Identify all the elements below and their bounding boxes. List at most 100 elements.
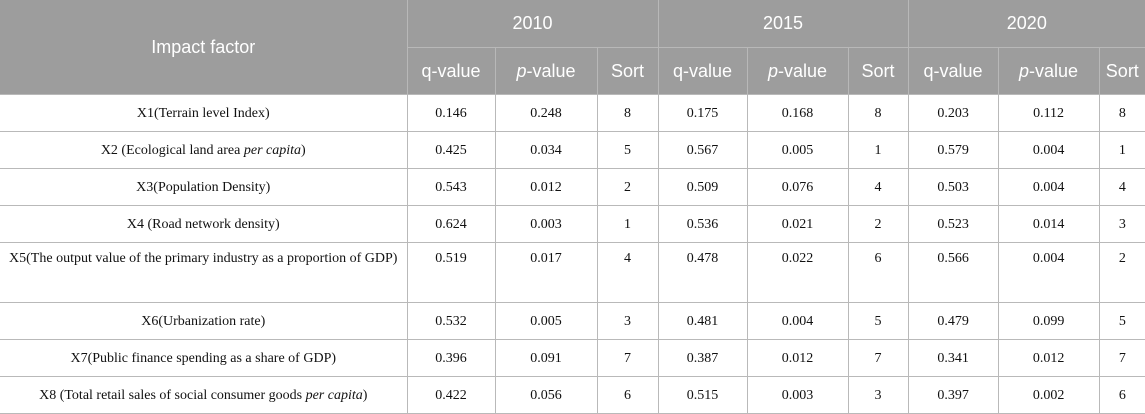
p-value-header: p-value — [998, 47, 1100, 95]
sort-cell-2015: 5 — [847, 302, 909, 340]
factor-cell: X1(Terrain level Index) — [0, 94, 408, 132]
p-value-cell-2015: 0.003 — [746, 376, 849, 414]
q-value-cell-2015: 0.567 — [657, 131, 748, 169]
factor-cell: X4 (Road network density) — [0, 205, 408, 243]
p-value-cell-2010: 0.248 — [494, 94, 598, 132]
table-body: X1(Terrain level Index) 0.146 0.248 8 0.… — [0, 94, 1145, 414]
table-row: X6(Urbanization rate) 0.532 0.005 3 0.48… — [0, 302, 1145, 340]
q-value-cell-2015: 0.515 — [657, 376, 748, 414]
q-value-header: q-value — [908, 47, 999, 95]
q-value-cell-2010: 0.396 — [406, 339, 496, 377]
p-value-cell-2015: 0.168 — [746, 94, 849, 132]
p-value-cell-2015: 0.004 — [746, 302, 849, 340]
q-value-cell-2020: 0.523 — [907, 205, 999, 243]
sort-cell-2015: 8 — [847, 94, 909, 132]
p-value-cell-2010: 0.034 — [494, 131, 598, 169]
p-value-cell-2010: 0.017 — [494, 242, 598, 303]
sort-cell-2010: 6 — [596, 376, 659, 414]
factor-cell: X8 (Total retail sales of social consume… — [0, 376, 408, 414]
sort-cell-2010: 4 — [596, 242, 659, 303]
sort-cell-2010: 7 — [596, 339, 659, 377]
p-value-cell-2010: 0.005 — [494, 302, 598, 340]
p-value-cell-2015: 0.022 — [746, 242, 849, 303]
p-value-cell-2015: 0.076 — [746, 168, 849, 206]
sort-header: Sort — [848, 47, 909, 95]
q-value-cell-2020: 0.397 — [907, 376, 999, 414]
p-value-cell-2020: 0.004 — [997, 168, 1100, 206]
p-value-cell-2010: 0.003 — [494, 205, 598, 243]
q-value-header: q-value — [658, 47, 748, 95]
p-value-cell-2020: 0.012 — [997, 339, 1100, 377]
table-row: X5(The output value of the primary indus… — [0, 242, 1145, 303]
p-value-cell-2010: 0.091 — [494, 339, 598, 377]
sort-cell-2010: 1 — [596, 205, 659, 243]
q-value-cell-2020: 0.341 — [907, 339, 999, 377]
sort-cell-2020: 1 — [1098, 131, 1145, 169]
q-value-cell-2020: 0.503 — [907, 168, 999, 206]
sort-cell-2020: 8 — [1098, 94, 1145, 132]
q-value-cell-2020: 0.203 — [907, 94, 999, 132]
p-value-cell-2020: 0.112 — [997, 94, 1100, 132]
p-value-header: p-value — [495, 47, 598, 95]
q-value-cell-2020: 0.579 — [907, 131, 999, 169]
p-value-cell-2020: 0.002 — [997, 376, 1100, 414]
q-value-cell-2010: 0.425 — [406, 131, 496, 169]
q-value-header: q-value — [407, 47, 496, 95]
p-value-cell-2020: 0.014 — [997, 205, 1100, 243]
factor-cell: X6(Urbanization rate) — [0, 302, 408, 340]
sort-cell-2020: 5 — [1098, 302, 1145, 340]
sort-header: Sort — [1099, 47, 1145, 95]
q-value-cell-2015: 0.387 — [657, 339, 748, 377]
q-value-cell-2015: 0.509 — [657, 168, 748, 206]
sort-cell-2020: 2 — [1098, 242, 1145, 303]
table-row: X2 (Ecological land area per capita) 0.4… — [0, 131, 1145, 169]
q-value-cell-2010: 0.422 — [406, 376, 496, 414]
p-value-cell-2020: 0.099 — [997, 302, 1100, 340]
sort-cell-2010: 3 — [596, 302, 659, 340]
table-row: X7(Public finance spending as a share of… — [0, 339, 1145, 377]
q-value-cell-2010: 0.532 — [406, 302, 496, 340]
p-value-cell-2015: 0.021 — [746, 205, 849, 243]
table-header: Impact factor 2010 2015 2020 q-value p-v… — [0, 0, 1145, 95]
sort-cell-2020: 6 — [1098, 376, 1145, 414]
impact-factor-header: Impact factor — [0, 0, 408, 95]
sort-cell-2010: 2 — [596, 168, 659, 206]
q-value-cell-2015: 0.175 — [657, 94, 748, 132]
p-value-header: p-value — [747, 47, 849, 95]
year-header-2020: 2020 — [908, 0, 1145, 48]
sort-cell-2010: 5 — [596, 131, 659, 169]
p-value-cell-2010: 0.056 — [494, 376, 598, 414]
p-value-cell-2010: 0.012 — [494, 168, 598, 206]
table-row: X4 (Road network density) 0.624 0.003 1 … — [0, 205, 1145, 243]
q-value-cell-2010: 0.543 — [406, 168, 496, 206]
table-row: X8 (Total retail sales of social consume… — [0, 376, 1145, 414]
q-value-cell-2010: 0.624 — [406, 205, 496, 243]
sort-cell-2015: 4 — [847, 168, 909, 206]
q-value-cell-2020: 0.566 — [907, 242, 999, 303]
sort-header: Sort — [597, 47, 659, 95]
q-value-cell-2015: 0.481 — [657, 302, 748, 340]
factor-cell: X3(Population Density) — [0, 168, 408, 206]
sort-cell-2015: 6 — [847, 242, 909, 303]
p-value-cell-2015: 0.012 — [746, 339, 849, 377]
sort-cell-2010: 8 — [596, 94, 659, 132]
q-value-cell-2015: 0.536 — [657, 205, 748, 243]
q-value-cell-2020: 0.479 — [907, 302, 999, 340]
p-value-cell-2015: 0.005 — [746, 131, 849, 169]
sort-cell-2020: 3 — [1098, 205, 1145, 243]
sort-cell-2015: 7 — [847, 339, 909, 377]
q-value-cell-2010: 0.146 — [406, 94, 496, 132]
factor-cell: X2 (Ecological land area per capita) — [0, 131, 408, 169]
factor-cell: X5(The output value of the primary indus… — [0, 242, 408, 303]
sort-cell-2020: 4 — [1098, 168, 1145, 206]
year-header-2015: 2015 — [658, 0, 909, 48]
factor-cell: X7(Public finance spending as a share of… — [0, 339, 408, 377]
p-value-cell-2020: 0.004 — [997, 242, 1100, 303]
sort-cell-2020: 7 — [1098, 339, 1145, 377]
sort-cell-2015: 2 — [847, 205, 909, 243]
year-header-2010: 2010 — [407, 0, 659, 48]
sort-cell-2015: 1 — [847, 131, 909, 169]
p-value-cell-2020: 0.004 — [997, 131, 1100, 169]
sort-cell-2015: 3 — [847, 376, 909, 414]
